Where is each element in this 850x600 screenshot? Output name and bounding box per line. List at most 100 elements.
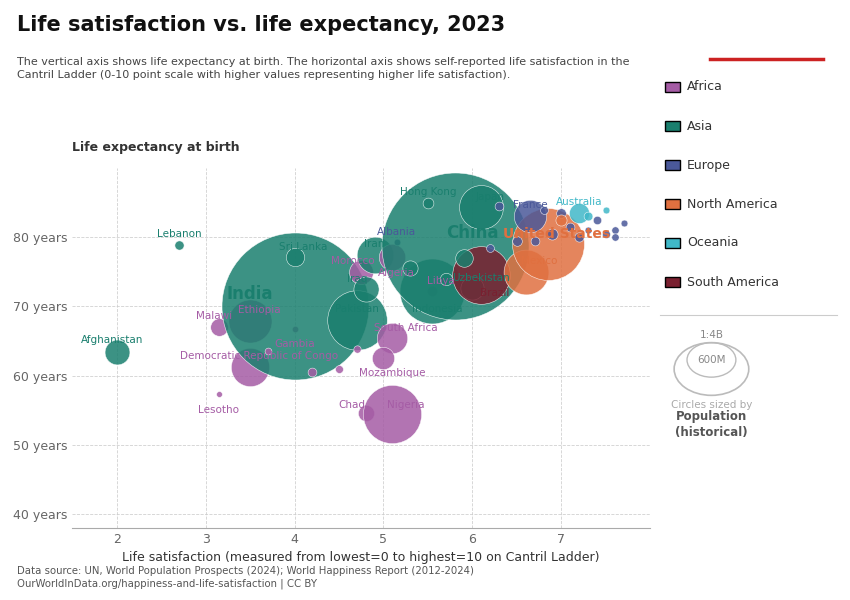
Text: Our World: Our World <box>734 24 800 37</box>
Text: 600M: 600M <box>697 355 726 365</box>
Point <box>608 232 621 242</box>
Text: Indonesia: Indonesia <box>411 304 462 314</box>
Point <box>332 364 346 374</box>
Point <box>288 253 302 262</box>
Point <box>350 315 364 325</box>
Point <box>359 284 372 294</box>
Text: Europe: Europe <box>687 158 731 172</box>
Text: Population
(historical): Population (historical) <box>675 410 748 439</box>
Point <box>377 353 390 362</box>
Text: Afghanistan: Afghanistan <box>81 335 144 345</box>
Point <box>541 239 555 249</box>
Point <box>519 267 533 277</box>
Point <box>572 232 586 242</box>
Point <box>492 201 506 211</box>
Text: Malawi: Malawi <box>196 311 233 321</box>
Text: India: India <box>227 285 274 303</box>
Text: Albania: Albania <box>377 227 416 236</box>
Point <box>466 284 479 293</box>
Text: Chad: Chad <box>339 400 366 410</box>
Text: Morocco: Morocco <box>331 256 374 266</box>
Point <box>554 215 568 225</box>
Point <box>305 367 319 377</box>
Text: Hong Kong: Hong Kong <box>400 187 456 197</box>
Text: France: France <box>513 200 547 210</box>
Text: Mozambique: Mozambique <box>359 368 426 378</box>
Point <box>386 334 400 343</box>
Text: Circles sized by: Circles sized by <box>671 400 752 410</box>
Point <box>390 237 404 247</box>
Point <box>572 208 586 218</box>
Point <box>439 274 452 284</box>
Point <box>536 205 550 214</box>
Point <box>528 236 541 245</box>
Text: Iran: Iran <box>365 239 385 249</box>
Text: Sri Lanka: Sri Lanka <box>280 242 327 252</box>
Point <box>426 286 439 295</box>
Text: The vertical axis shows life expectancy at birth. The horizontal axis shows self: The vertical axis shows life expectancy … <box>17 57 630 80</box>
Point <box>510 236 524 245</box>
Point <box>404 263 417 273</box>
Point <box>590 215 604 225</box>
Point <box>243 362 257 371</box>
Text: Uzbekistan: Uzbekistan <box>452 273 510 283</box>
Text: Life satisfaction vs. life expectancy, 2023: Life satisfaction vs. life expectancy, 2… <box>17 15 505 35</box>
Point <box>546 229 559 239</box>
Point <box>386 253 400 262</box>
Point <box>212 322 226 331</box>
Text: Oceania: Oceania <box>687 236 739 250</box>
Text: Lebanon: Lebanon <box>156 229 201 239</box>
Point <box>474 270 488 280</box>
Point <box>456 253 470 263</box>
Point <box>581 212 595 221</box>
Point <box>564 222 577 232</box>
Point <box>554 208 568 218</box>
Text: Algeria: Algeria <box>378 268 416 278</box>
Text: Gambia: Gambia <box>275 339 314 349</box>
Text: Asia: Asia <box>687 119 713 133</box>
Text: Data source: UN, World Population Prospects (2024); World Happiness Report (2012: Data source: UN, World Population Prospe… <box>17 565 474 589</box>
Text: South Africa: South Africa <box>374 323 438 333</box>
Text: Libya: Libya <box>428 275 456 286</box>
Point <box>617 218 631 228</box>
Text: Africa: Africa <box>687 80 722 94</box>
Text: Mexico: Mexico <box>521 256 558 266</box>
Text: Lesotho: Lesotho <box>198 405 240 415</box>
Text: Brazil: Brazil <box>480 289 509 298</box>
Text: 1:4B: 1:4B <box>700 329 723 340</box>
Point <box>581 226 595 235</box>
Point <box>448 241 462 250</box>
Point <box>524 211 537 221</box>
Point <box>599 229 613 239</box>
X-axis label: Life satisfaction (measured from lowest=0 to highest=10 on Cantril Ladder): Life satisfaction (measured from lowest=… <box>122 551 600 565</box>
Point <box>354 267 368 277</box>
Point <box>426 286 439 296</box>
Point <box>212 389 226 399</box>
Text: in Data: in Data <box>743 42 790 55</box>
Text: Nigeria: Nigeria <box>387 400 424 410</box>
Text: China: China <box>446 224 499 242</box>
Point <box>608 226 621 235</box>
Text: Iraq: Iraq <box>347 274 367 284</box>
Text: Ethiopia: Ethiopia <box>238 305 280 316</box>
Text: Democratic Republic of Congo: Democratic Republic of Congo <box>180 351 338 361</box>
Point <box>599 205 613 214</box>
Point <box>368 250 382 259</box>
Point <box>261 347 275 356</box>
Point <box>386 409 400 419</box>
Point <box>484 243 497 253</box>
Text: North America: North America <box>687 197 778 211</box>
Point <box>110 347 123 357</box>
Text: Australia: Australia <box>556 197 603 208</box>
Text: United States: United States <box>503 227 610 241</box>
Point <box>474 203 488 212</box>
Text: South America: South America <box>687 275 779 289</box>
Point <box>288 324 302 334</box>
Point <box>288 302 302 311</box>
Text: Pakistan: Pakistan <box>335 304 379 314</box>
Point <box>421 198 434 208</box>
Point <box>350 344 364 354</box>
Text: Life expectancy at birth: Life expectancy at birth <box>72 140 240 154</box>
Point <box>359 408 372 418</box>
Text: Japan: Japan <box>476 192 505 202</box>
